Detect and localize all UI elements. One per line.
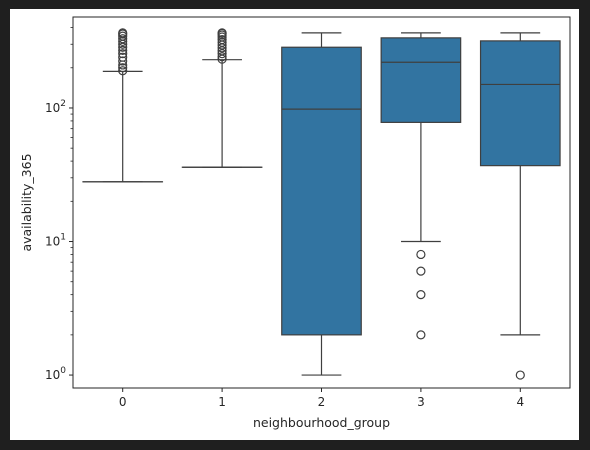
outlier-point (118, 28, 128, 38)
box-group-1 (181, 28, 263, 168)
outlier-point (118, 66, 128, 76)
outlier-point (217, 35, 227, 45)
outlier-point (118, 63, 128, 73)
outlier-point (217, 28, 227, 38)
chart-figure: 0 1 2 3 4 100 101 102 neighbourhood_group avai… (10, 9, 579, 440)
x-tick-label: 4 (516, 395, 524, 409)
box-group-4 (479, 32, 561, 380)
y-axis-label: availability_365 (19, 153, 34, 251)
x-tick-label: 1 (218, 395, 226, 409)
outlier-point (118, 45, 128, 55)
outlier-point (416, 290, 426, 300)
outlier-point (118, 34, 128, 44)
x-ticks: 0 1 2 3 4 (119, 388, 524, 409)
y-tick-label: 101 (45, 233, 66, 249)
box-group-0 (82, 28, 164, 183)
outlier-point (416, 249, 426, 260)
x-tick-label: 3 (417, 395, 425, 409)
x-tick-label: 2 (318, 395, 326, 409)
outlier-point (118, 56, 128, 66)
outlier-point (217, 52, 227, 62)
y-ticks: 100 101 102 (45, 27, 73, 382)
box-iqr (479, 40, 561, 167)
box-group-3 (380, 32, 462, 340)
box-iqr (380, 37, 462, 123)
boxes-layer (82, 28, 561, 380)
outlier-point (217, 49, 227, 59)
box-iqr (281, 46, 362, 336)
y-tick-label: 100 (45, 366, 66, 382)
outlier-point (515, 370, 525, 380)
box-plot-chart: 0 1 2 3 4 100 101 102 neighbourhood_group avai… (19, 16, 571, 430)
x-axis-label: neighbourhood_group (253, 415, 390, 430)
outlier-point (118, 52, 128, 62)
box-group-2 (281, 32, 362, 376)
y-tick-label: 102 (45, 99, 66, 115)
outlier-point (416, 266, 426, 276)
outlier-point (118, 49, 128, 59)
outlier-point (217, 37, 227, 47)
outlier-point (416, 330, 426, 340)
x-tick-label: 0 (119, 395, 127, 409)
